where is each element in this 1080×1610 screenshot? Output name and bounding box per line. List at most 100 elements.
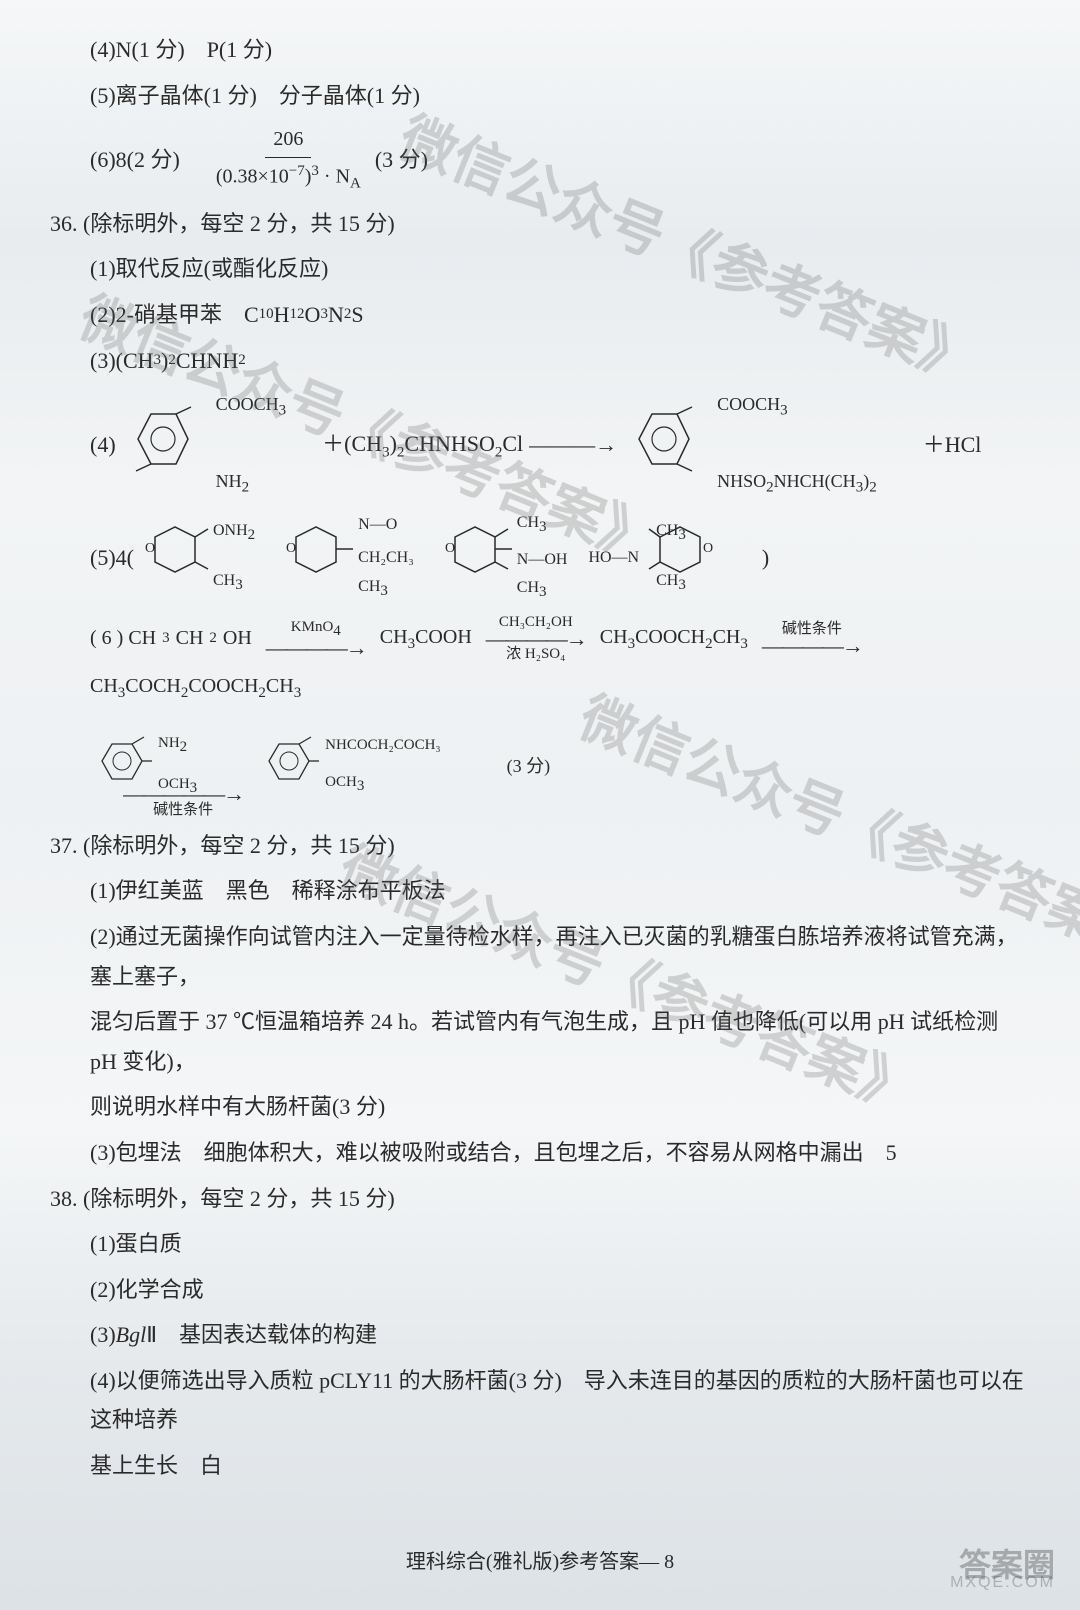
text: COOCH — [717, 394, 780, 414]
text: ) — [762, 538, 769, 578]
sub: 3 — [235, 577, 243, 593]
question-header: 36. (除标明外，每空 2 分，共 15 分) — [50, 204, 1030, 244]
text: N—O — [358, 516, 397, 533]
text: N — [328, 295, 344, 335]
text: ( 6 ) CH — [90, 620, 156, 656]
reaction-arrow: —————→ 碱性条件 — [123, 785, 243, 818]
denominator: (0.38×10−7)3 · NA — [208, 158, 369, 198]
sub: 2 — [180, 739, 188, 755]
sub: 2 — [238, 347, 246, 374]
text: CHNHSO — [404, 431, 494, 456]
text: HO—N — [588, 544, 639, 573]
text: NH — [158, 735, 180, 751]
fraction: 206 (0.38×10−7)3 · NA — [208, 121, 369, 198]
numerator: 206 — [265, 121, 311, 158]
answer-line: (1)取代反应(或酯化反应) — [50, 249, 1030, 289]
answer-line: (2)2-硝基甲苯 C10H12O3N2S — [50, 295, 1030, 335]
question-header: 37. (除标明外，每空 2 分，共 15 分) — [50, 826, 1030, 866]
page-footer: 理科综合(雅礼版)参考答案— 8 — [0, 1544, 1080, 1580]
text: NHCH(CH — [774, 471, 856, 491]
substituents: COOCH3 NHSO2NHCH(CH3)2 — [717, 388, 877, 501]
sub: 2 — [248, 527, 256, 543]
reaction-arrow: KMnO4 ————→ — [266, 620, 366, 657]
reaction-arrow: 碱性条件 ————→ — [762, 622, 862, 655]
text: ＋(CH — [322, 431, 382, 456]
text: (3 分) — [507, 750, 551, 782]
sub: 3 — [154, 347, 162, 374]
text: · N — [319, 166, 350, 188]
sub: 3 — [380, 583, 388, 599]
text: CH — [176, 620, 204, 656]
sub: 10 — [259, 301, 274, 328]
answer-line: (6)8(2 分) 206 (0.38×10−7)3 · NA (3 分) — [50, 121, 1030, 198]
sub: 3 — [856, 479, 864, 495]
text: ＋HCl — [923, 425, 982, 465]
text: NHCOCH₂COCH₃ — [325, 732, 440, 759]
sub: 3 — [382, 444, 390, 460]
text: Ⅱ 基因表达载体的构建 — [146, 1315, 377, 1355]
ring-structure: O — [281, 517, 356, 600]
text: (5)4( — [90, 538, 134, 578]
text: 浓 H₂SO₄ — [506, 647, 565, 662]
text: ) — [390, 431, 397, 456]
text: H — [274, 295, 290, 335]
benzene-structure — [126, 399, 206, 492]
svg-text:O: O — [145, 541, 155, 556]
substituents: ONH2 CH3 — [213, 517, 255, 599]
answer-line: (3)(CH3)2CHNH2 — [50, 341, 1030, 381]
reaction-arrow: CH₃CH₂OH ————→ 浓 H₂SO₄ — [486, 615, 586, 663]
answer-line: (3)BglⅡ 基因表达载体的构建 — [50, 1315, 1030, 1355]
sub: 2 — [766, 479, 774, 495]
sub: 2 — [209, 625, 217, 652]
text: COOCH — [635, 626, 705, 648]
text: O — [305, 295, 321, 335]
sub: A — [350, 176, 361, 192]
answer-line: (3)包埋法 细胞体积大，难以被吸附或结合，且包埋之后，不容易从网格中漏出 5 — [50, 1133, 1030, 1173]
text: Cl — [502, 431, 523, 456]
arrow-icon: ———→ — [529, 425, 617, 465]
chem-equation: ( 6 ) CH3CH2OH KMnO4 ————→ CH3COOH CH₃CH… — [50, 615, 1030, 708]
sup: −7 — [289, 163, 305, 179]
text: CH — [517, 514, 539, 531]
text: CHNH — [176, 341, 238, 381]
answer-line: 基上生长 白 — [50, 1446, 1030, 1486]
sub: 3 — [678, 527, 686, 543]
text: NHSO — [717, 471, 766, 491]
benzene-structure — [627, 399, 707, 492]
text: (2)2-硝基甲苯 C — [90, 295, 259, 335]
answer-line: (1)蛋白质 — [50, 1224, 1030, 1264]
reagent: ＋(CH3)2CHNHSO2Cl — [322, 424, 523, 466]
sub: 12 — [290, 301, 305, 328]
text: COOH — [415, 626, 472, 648]
sub: 2 — [242, 479, 250, 495]
sub: 3 — [320, 301, 328, 328]
text: KMnO — [291, 619, 334, 635]
text: CH — [213, 572, 235, 589]
sub: 3 — [539, 585, 547, 601]
sub: 3 — [162, 625, 170, 652]
sub: 3 — [678, 577, 686, 593]
sub: 3 — [780, 403, 788, 419]
answer-line: 混匀后置于 37 ℃恒温箱培养 24 h。若试管内有气泡生成，且 pH 值也降低… — [50, 1002, 1030, 1081]
svg-text:O: O — [703, 541, 713, 556]
text: COOCH — [216, 394, 279, 414]
chem-equation: (4) COOCH3 NH2 ＋(CH3)2CHNHSO2Cl ———→ COO… — [50, 388, 1030, 501]
text: NH — [216, 471, 242, 491]
sub: 2 — [705, 636, 713, 652]
substituents: N—O CH₂CH₃ CH3 — [358, 511, 414, 605]
text: (0.38×10 — [216, 166, 289, 188]
text: ) — [161, 341, 168, 381]
question-header: 38. (除标明外，每空 2 分，共 15 分) — [50, 1179, 1030, 1219]
text: CH — [656, 522, 678, 539]
chem-structures: (5)4( O ONH2 CH3 O N—O CH₂CH₃ CH3 O — [50, 509, 1030, 606]
text: CH — [517, 579, 539, 596]
ring-structure: O — [440, 517, 515, 600]
sup: 3 — [311, 163, 319, 179]
answer-line: (1)伊红美蓝 黑色 稀释涂布平板法 — [50, 871, 1030, 911]
sub: 3 — [539, 520, 547, 536]
text: OCH — [325, 774, 357, 790]
answer-line: (4)以便筛选出导入质粒 pCLY11 的大肠杆菌(3 分) 导入未连目的基因的… — [50, 1361, 1030, 1440]
corner-url: MXQE.COM — [950, 1569, 1055, 1598]
sub: 2 — [344, 301, 352, 328]
sub: 3 — [408, 636, 416, 652]
